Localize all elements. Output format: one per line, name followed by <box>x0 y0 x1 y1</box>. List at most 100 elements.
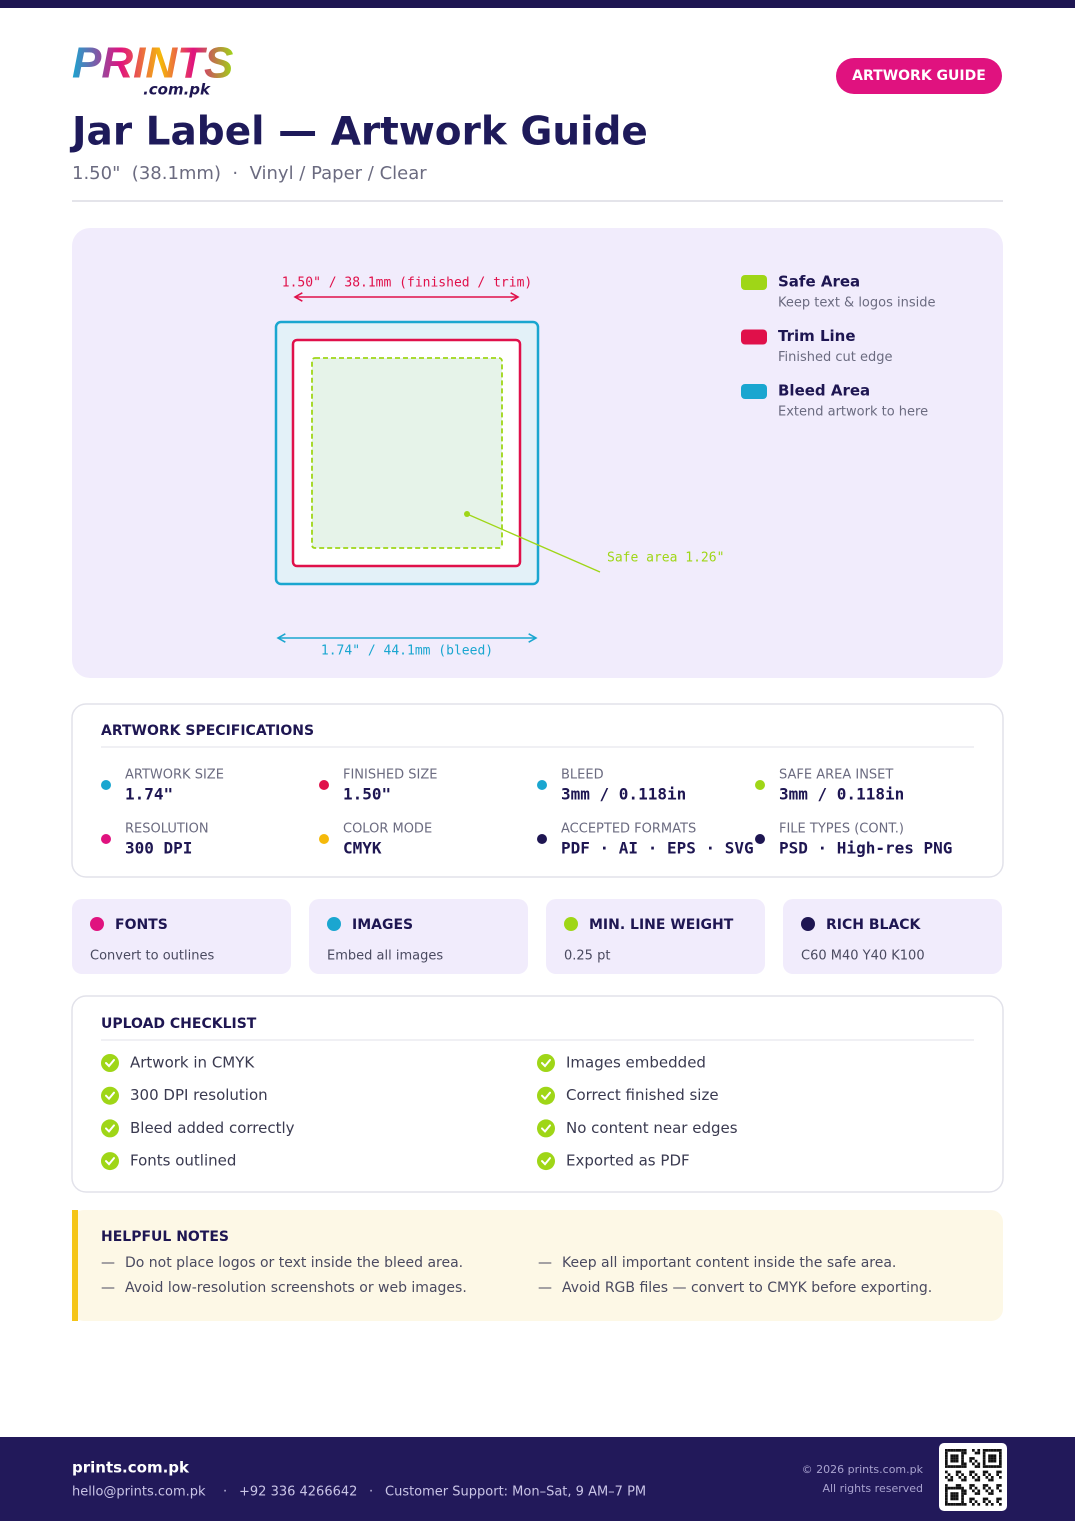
qr-module <box>950 1478 954 1482</box>
qr-module <box>950 1454 954 1458</box>
note-dash: — <box>101 1255 115 1271</box>
check-item: Bleed added correctly <box>130 1119 295 1137</box>
qr-module <box>953 1457 956 1460</box>
qr-module <box>953 1497 956 1501</box>
qr-module <box>963 1465 967 1468</box>
qr-module <box>945 1500 948 1503</box>
qr-module <box>988 1465 991 1468</box>
note-dash: — <box>101 1280 115 1296</box>
check-icon <box>537 1086 555 1105</box>
qr-module <box>961 1494 964 1498</box>
qr-module <box>953 1494 956 1498</box>
qr-module <box>955 1459 959 1463</box>
qr-module <box>947 1449 951 1452</box>
qr-module <box>963 1462 967 1466</box>
check-mark <box>541 1157 551 1166</box>
check-mark <box>105 1157 115 1166</box>
qr-module <box>996 1470 999 1474</box>
card-dot <box>801 917 815 931</box>
qr-module <box>961 1451 964 1455</box>
qr-module <box>958 1465 962 1468</box>
qr-module <box>950 1503 954 1506</box>
check-item: No content near edges <box>566 1119 738 1137</box>
qr-module <box>996 1497 999 1501</box>
qr-module <box>999 1497 1002 1501</box>
qr-module <box>953 1459 956 1463</box>
spec-value: 300 DPI <box>125 839 192 858</box>
qr-module <box>996 1473 999 1476</box>
qr-module <box>988 1459 991 1463</box>
qr-module <box>961 1503 964 1506</box>
qr-module <box>974 1465 978 1468</box>
qr-module <box>950 1497 954 1501</box>
qr-module <box>945 1451 948 1455</box>
spec-dot <box>537 834 547 844</box>
check-mark <box>541 1124 551 1133</box>
qr-module <box>988 1492 991 1495</box>
qr-module <box>945 1489 948 1493</box>
qr-module <box>999 1476 1002 1479</box>
qr-module <box>961 1500 964 1503</box>
qr-module <box>958 1449 962 1452</box>
qr-module <box>953 1465 956 1468</box>
note-item: Avoid RGB files — convert to CMYK before… <box>562 1280 932 1296</box>
qr-module <box>969 1500 972 1503</box>
qr-module <box>963 1503 967 1506</box>
qr-module <box>945 1454 948 1458</box>
card-dot <box>327 917 341 931</box>
qr-module <box>985 1497 989 1501</box>
spec-dot <box>755 834 765 844</box>
qr-module <box>990 1449 994 1452</box>
qr-module <box>958 1503 962 1506</box>
qr-module <box>999 1459 1002 1463</box>
subtitle: 1.50" (38.1mm) · Vinyl / Paper / Clear <box>72 163 427 184</box>
qr-module <box>961 1489 964 1493</box>
qr-module <box>969 1459 972 1463</box>
qr-module <box>990 1457 994 1460</box>
info-card <box>546 899 765 974</box>
qr-module <box>958 1486 962 1490</box>
spec-dot <box>101 834 111 844</box>
check-icon <box>101 1119 119 1138</box>
legend-desc: Finished cut edge <box>778 350 893 365</box>
card-desc: Embed all images <box>327 949 443 964</box>
note-item: Keep all important content inside the sa… <box>562 1255 896 1271</box>
qr-module <box>985 1484 989 1487</box>
qr-module <box>953 1449 956 1452</box>
qr-module <box>974 1486 978 1490</box>
qr-module <box>963 1492 967 1495</box>
card-title: MIN. LINE WEIGHT <box>589 917 734 933</box>
check-item: Fonts outlined <box>130 1152 236 1170</box>
qr-module <box>999 1449 1002 1452</box>
check-mark <box>105 1124 115 1133</box>
spec-value: 3mm / 0.118in <box>779 785 904 804</box>
qr-module <box>945 1462 948 1466</box>
qr-module <box>985 1503 989 1506</box>
qr-module <box>955 1494 959 1498</box>
qr-module <box>945 1457 948 1460</box>
check-item: Images embedded <box>566 1054 706 1072</box>
qr-module <box>955 1465 959 1468</box>
spec-dot <box>319 780 329 790</box>
check-icon <box>101 1152 119 1171</box>
qr-module <box>990 1478 994 1482</box>
bleed-label: 1.74" / 44.1mm (bleed) <box>321 644 493 659</box>
qr-module <box>996 1484 999 1487</box>
note-item: Do not place logos or text inside the bl… <box>125 1255 463 1271</box>
qr-module <box>961 1492 964 1495</box>
check-mark <box>541 1059 551 1068</box>
note-item: Avoid low-resolution screenshots or web … <box>125 1280 467 1296</box>
qr-module <box>958 1470 962 1474</box>
qr-module <box>961 1457 964 1460</box>
card-desc: Convert to outlines <box>90 949 214 964</box>
legend-title: Safe Area <box>778 273 860 291</box>
qr-module <box>974 1459 978 1463</box>
check-item: 300 DPI resolution <box>130 1086 268 1104</box>
qr-module <box>982 1451 986 1455</box>
qr-module <box>985 1489 989 1493</box>
check-icon <box>537 1152 555 1171</box>
qr-module <box>982 1459 986 1463</box>
qr-module <box>969 1470 972 1474</box>
qr-module <box>947 1465 951 1468</box>
